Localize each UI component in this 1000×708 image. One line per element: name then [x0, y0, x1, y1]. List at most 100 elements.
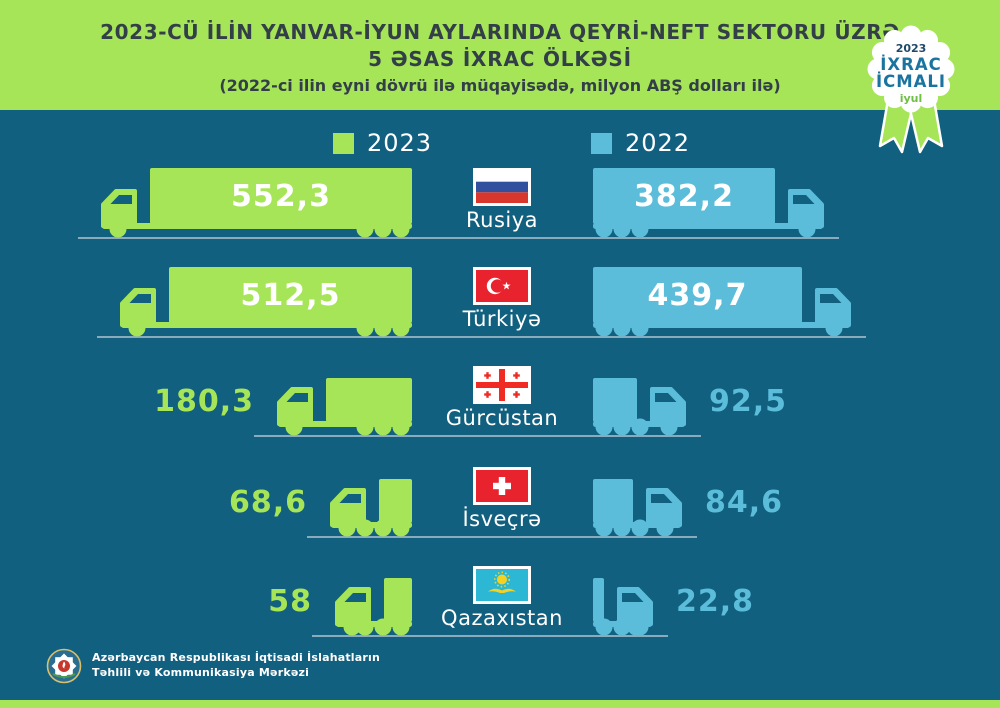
wheel: [392, 418, 410, 436]
wheel: [595, 418, 613, 436]
wheel: [631, 319, 649, 337]
truck-2022-icon-georgia: [593, 378, 686, 436]
truck-2023-icon-georgia: [277, 378, 412, 436]
flag-switzerland-icon: [473, 467, 531, 505]
trailer: [169, 267, 412, 323]
value-2022: 382,2: [634, 178, 734, 214]
page-title-line1: 2023-CÜ İLİN YANVAR-İYUN AYLARINDA QEYRİ…: [100, 20, 900, 44]
wheel: [595, 618, 613, 636]
badge-title-line2: İCMALI: [876, 72, 946, 91]
wheel: [613, 418, 631, 436]
badge-title-line1: İXRAC: [880, 55, 941, 74]
badge-month: iyul: [900, 92, 923, 105]
wheel: [356, 319, 374, 337]
page-subtitle: (2022-ci ilin eyni dövrü ilə müqayisədə,…: [219, 76, 781, 95]
legend-item-2023: 2023: [333, 129, 432, 157]
wheel: [338, 519, 356, 537]
cab-window: [129, 294, 151, 303]
value-2023: 552,3: [231, 178, 331, 214]
wheel: [631, 519, 649, 537]
flag-kazakhstan-icon: [473, 566, 531, 604]
wheel: [392, 618, 410, 636]
award-badge: 2023 İXRAC İCMALI iyul: [867, 25, 955, 154]
cab-window: [286, 393, 308, 402]
value-2023: 512,5: [240, 277, 341, 313]
legend-swatch-2023: [333, 132, 354, 154]
azerbaijan-emblem-icon: [46, 648, 82, 684]
chassis: [593, 322, 850, 328]
trailer: [593, 378, 637, 422]
flag-russia-icon: [473, 168, 531, 206]
truck-2022-icon-russia: [593, 168, 824, 238]
wheel: [613, 618, 631, 636]
wheel: [374, 418, 392, 436]
bottom-green-strip: [0, 700, 1000, 708]
cab-window: [820, 294, 842, 303]
wheel: [595, 319, 613, 337]
trailer: [593, 267, 802, 323]
truck-2023-icon-switzerland: [330, 479, 412, 537]
wheel: [128, 319, 146, 337]
wheel: [356, 519, 374, 537]
value-2023: 68,6: [228, 485, 307, 520]
value-2023: 58: [268, 584, 312, 619]
wheel: [798, 220, 816, 238]
wheel: [613, 220, 631, 238]
trailer: [150, 168, 412, 224]
value-2022: 22,8: [676, 584, 755, 619]
trailer: [593, 479, 633, 523]
cab-window: [344, 593, 366, 602]
wheel: [356, 418, 374, 436]
cab-window: [651, 494, 673, 503]
truck-2022-icon-turkey: [593, 267, 851, 337]
footer: Azərbaycan Respublikası İqtisadi İslahat…: [46, 648, 380, 684]
cab-window: [110, 195, 132, 204]
wheel: [374, 618, 392, 636]
value-2022: 92,5: [709, 384, 788, 419]
footer-text: Azərbaycan Respublikası İqtisadi İslahat…: [92, 651, 380, 681]
legend-label-2022: 2022: [625, 129, 691, 157]
wheel: [660, 418, 678, 436]
wheel: [374, 519, 392, 537]
country-label: Türkiyə: [462, 307, 542, 331]
value-2022: 84,6: [705, 485, 784, 520]
chassis: [593, 223, 823, 229]
wheel: [595, 519, 613, 537]
country-label: Rusiya: [465, 208, 539, 232]
badge-year: 2023: [896, 42, 927, 55]
wheel: [392, 519, 410, 537]
truck-2022-icon-kazakhstan: [593, 578, 653, 636]
base-line: [97, 336, 866, 338]
wheel: [392, 319, 410, 337]
footer-line2: Təhlili və Kommunikasiya Mərkəzi: [92, 666, 310, 679]
base-line: [312, 635, 668, 637]
wheel: [825, 319, 843, 337]
wheel: [109, 220, 127, 238]
flag-georgia-icon: [473, 366, 531, 404]
wheel: [343, 618, 361, 636]
badge-rosette-icon: [867, 25, 955, 113]
trailer: [593, 168, 775, 224]
footer-line1: Azərbaycan Respublikası İqtisadi İslahat…: [92, 651, 381, 665]
wheel: [613, 319, 631, 337]
trailer: [384, 578, 412, 622]
truck-2023-icon-russia: [101, 168, 412, 238]
flag-turkey-icon: [473, 267, 531, 305]
wheel: [285, 418, 303, 436]
cab-window: [793, 195, 815, 204]
truck-2022-icon-switzerland: [593, 479, 682, 537]
value-2023: 180,3: [154, 384, 254, 419]
country-label: Gürcüstan: [445, 406, 559, 430]
base-line: [254, 435, 701, 437]
trailer: [593, 578, 604, 622]
wheel: [627, 618, 645, 636]
wheel: [374, 319, 392, 337]
wheel: [631, 220, 649, 238]
cab-window: [655, 393, 677, 402]
legend-label-2023: 2023: [367, 129, 433, 157]
page-title-line2: 5 ƏSAS İXRAC ÖLKƏSİ: [368, 47, 632, 71]
country-label: Qazaxıstan: [441, 606, 563, 630]
country-label: İsveçrə: [462, 507, 542, 531]
wheel: [656, 519, 674, 537]
